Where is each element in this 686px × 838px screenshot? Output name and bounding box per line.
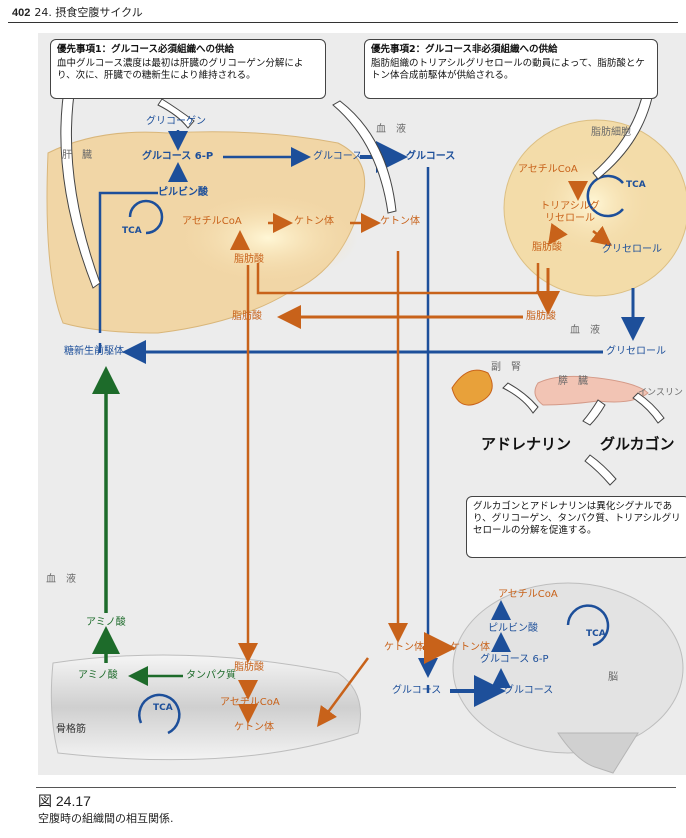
brain-acetylcoa: アセチルCoA xyxy=(498,589,558,600)
blood-glucose-mid: グルコース xyxy=(313,151,363,162)
liver-label: 肝 臓 xyxy=(62,150,92,161)
adipocyte-label: 脂肪細胞 xyxy=(591,127,631,138)
brain-glucose6p: グルコース 6-P xyxy=(480,654,549,665)
page-header: 402 24. 摂食空腹サイクル xyxy=(12,4,143,20)
liver-fattyacid-in: 脂肪酸 xyxy=(232,311,262,322)
muscle-protein: タンパク質 xyxy=(186,670,236,681)
glucagon-label: グルカゴン xyxy=(600,435,675,453)
signals-body: グルカゴンとアドレナリンは異化シグナルであり、グリコーゲン、タンパク質、トリアシ… xyxy=(473,501,681,536)
insulin-label: インスリン xyxy=(638,388,683,398)
liver-pyruvate: ピルビン酸 xyxy=(158,187,208,198)
figure-number: 図 24.17 xyxy=(38,793,91,809)
muscle-amino-acid: アミノ酸 xyxy=(78,670,118,681)
header-rule xyxy=(8,22,678,23)
liver-acetylcoa: アセチルCoA xyxy=(182,216,242,227)
brain-label: 脳 xyxy=(608,672,618,683)
pancreas-label: 膵 臓 xyxy=(558,376,588,387)
blood-ketone-right: ケトン体 xyxy=(380,216,420,227)
figure-caption: 空腹時の組織間の相互関係. xyxy=(38,812,174,825)
liver-tca: TCA xyxy=(122,226,142,236)
brain-shape xyxy=(452,582,684,754)
brain-glucose: グルコース xyxy=(504,685,554,696)
adipose-tca: TCA xyxy=(626,180,646,190)
blood-top-label: 血 液 xyxy=(376,124,406,135)
priority2-body: 脂肪組織のトリアシルグリセロールの動員によって、脂肪酸とケトン体合成前駆体が供給… xyxy=(371,57,645,81)
blood-glucose-right: グルコース xyxy=(406,151,456,162)
priority2-box: 優先事項2：グルコース非必須組織への供給 脂肪組織のトリアシルグリセロールの動員… xyxy=(364,39,658,99)
blood-left-label: 血 液 xyxy=(46,574,76,585)
blood-ketone-low: ケトン体 xyxy=(384,642,424,653)
muscle-ketone: ケトン体 xyxy=(234,722,274,733)
adipose-fattyacid-out: 脂肪酸 xyxy=(526,311,556,322)
adrenal-shape xyxy=(451,369,493,406)
liver-fattyacid: 脂肪酸 xyxy=(234,254,264,265)
adrenaline-label: アドレナリン xyxy=(481,435,572,453)
brain-ketone: ケトン体 xyxy=(450,642,490,653)
muscle-label: 骨格筋 xyxy=(56,724,86,735)
diagram-panel: 優先事項1：グルコース必須組織への供給 血中グルコース濃度は最初は肝臓のグリコー… xyxy=(38,33,686,775)
priority1-title: 優先事項1：グルコース必須組織への供給 xyxy=(57,44,234,55)
caption-rule xyxy=(36,787,676,788)
pancreas-shape xyxy=(534,375,649,406)
signals-box: グルカゴンとアドレナリンは異化シグナルであり、グリコーゲン、タンパク質、トリアシ… xyxy=(466,496,686,558)
adipose-acetylcoa: アセチルCoA xyxy=(518,164,578,175)
adipose-glycerol: グリセロール xyxy=(602,244,662,255)
blood-glycerol: グリセロール xyxy=(606,346,666,357)
chapter-title: 24. 摂食空腹サイクル xyxy=(34,6,143,19)
liver-glucose6p: グルコース 6-P xyxy=(142,151,214,162)
adrenal-label: 副 腎 xyxy=(491,362,521,373)
muscle-tca: TCA xyxy=(153,703,173,713)
blood-glucose-low: グルコース xyxy=(392,685,442,696)
muscle-acetylcoa: アセチルCoA xyxy=(220,697,280,708)
muscle-fattyacid: 脂肪酸 xyxy=(234,662,264,673)
priority1-box: 優先事項1：グルコース必須組織への供給 血中グルコース濃度は最初は肝臓のグリコー… xyxy=(50,39,326,99)
diagram-graphics xyxy=(46,77,686,774)
priority1-body: 血中グルコース濃度は最初は肝臓のグリコーゲン分解により、次に、肝臓での糖新生によ… xyxy=(57,57,304,81)
blood-gluconeogenic: 糖新生前駆体 xyxy=(64,346,124,357)
page-number: 402 xyxy=(12,7,31,19)
blood-mid-label: 血 液 xyxy=(570,325,600,336)
adipose-fattyacid: 脂肪酸 xyxy=(532,242,562,253)
brain-tca: TCA xyxy=(586,629,606,639)
priority2-title: 優先事項2：グルコース非必須組織への供給 xyxy=(371,44,558,55)
blood-amino-acid: アミノ酸 xyxy=(86,617,126,628)
adipose-tag: トリアシルグリセロール xyxy=(540,201,600,224)
brain-pyruvate: ピルビン酸 xyxy=(488,623,538,634)
liver-ketone: ケトン体 xyxy=(294,216,334,227)
liver-glycogen: グリコーゲン xyxy=(146,116,206,127)
